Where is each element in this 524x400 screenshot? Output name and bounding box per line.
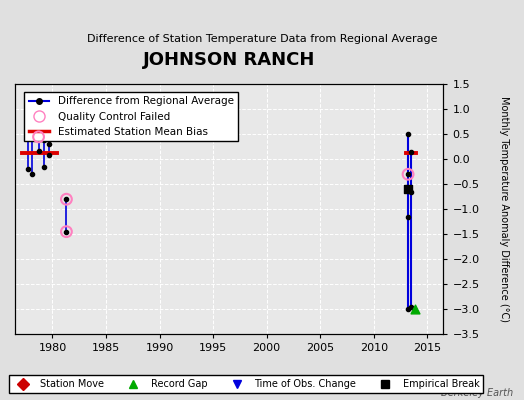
Point [404,171,412,178]
Point [24,130,32,136]
Point [35,134,43,140]
Point [404,171,412,178]
Text: Berkeley Earth: Berkeley Earth [441,388,514,398]
Point [404,131,412,138]
Point [62,228,71,235]
Point [404,186,412,192]
Point [62,196,71,202]
Point [35,148,43,154]
Point [62,196,71,202]
Point [407,188,416,195]
Point [45,141,53,148]
Point [404,306,412,312]
Title: JOHNSON RANCH: JOHNSON RANCH [143,51,315,69]
Legend: Station Move, Record Gap, Time of Obs. Change, Empirical Break: Station Move, Record Gap, Time of Obs. C… [9,375,484,393]
Legend: Difference from Regional Average, Quality Control Failed, Estimated Station Mean: Difference from Regional Average, Qualit… [25,92,238,141]
Point [62,228,71,235]
Point [35,134,43,140]
Point [404,186,412,192]
Point [407,149,416,155]
Point [40,137,48,144]
Point [407,303,416,310]
Point [411,306,419,312]
Point [28,129,36,135]
Point [28,171,36,178]
Point [24,166,32,172]
Point [45,152,53,158]
Text: Difference of Station Temperature Data from Regional Average: Difference of Station Temperature Data f… [87,34,437,44]
Point [404,214,412,220]
Point [40,164,48,170]
Y-axis label: Monthly Temperature Anomaly Difference (°C): Monthly Temperature Anomaly Difference (… [499,96,509,322]
